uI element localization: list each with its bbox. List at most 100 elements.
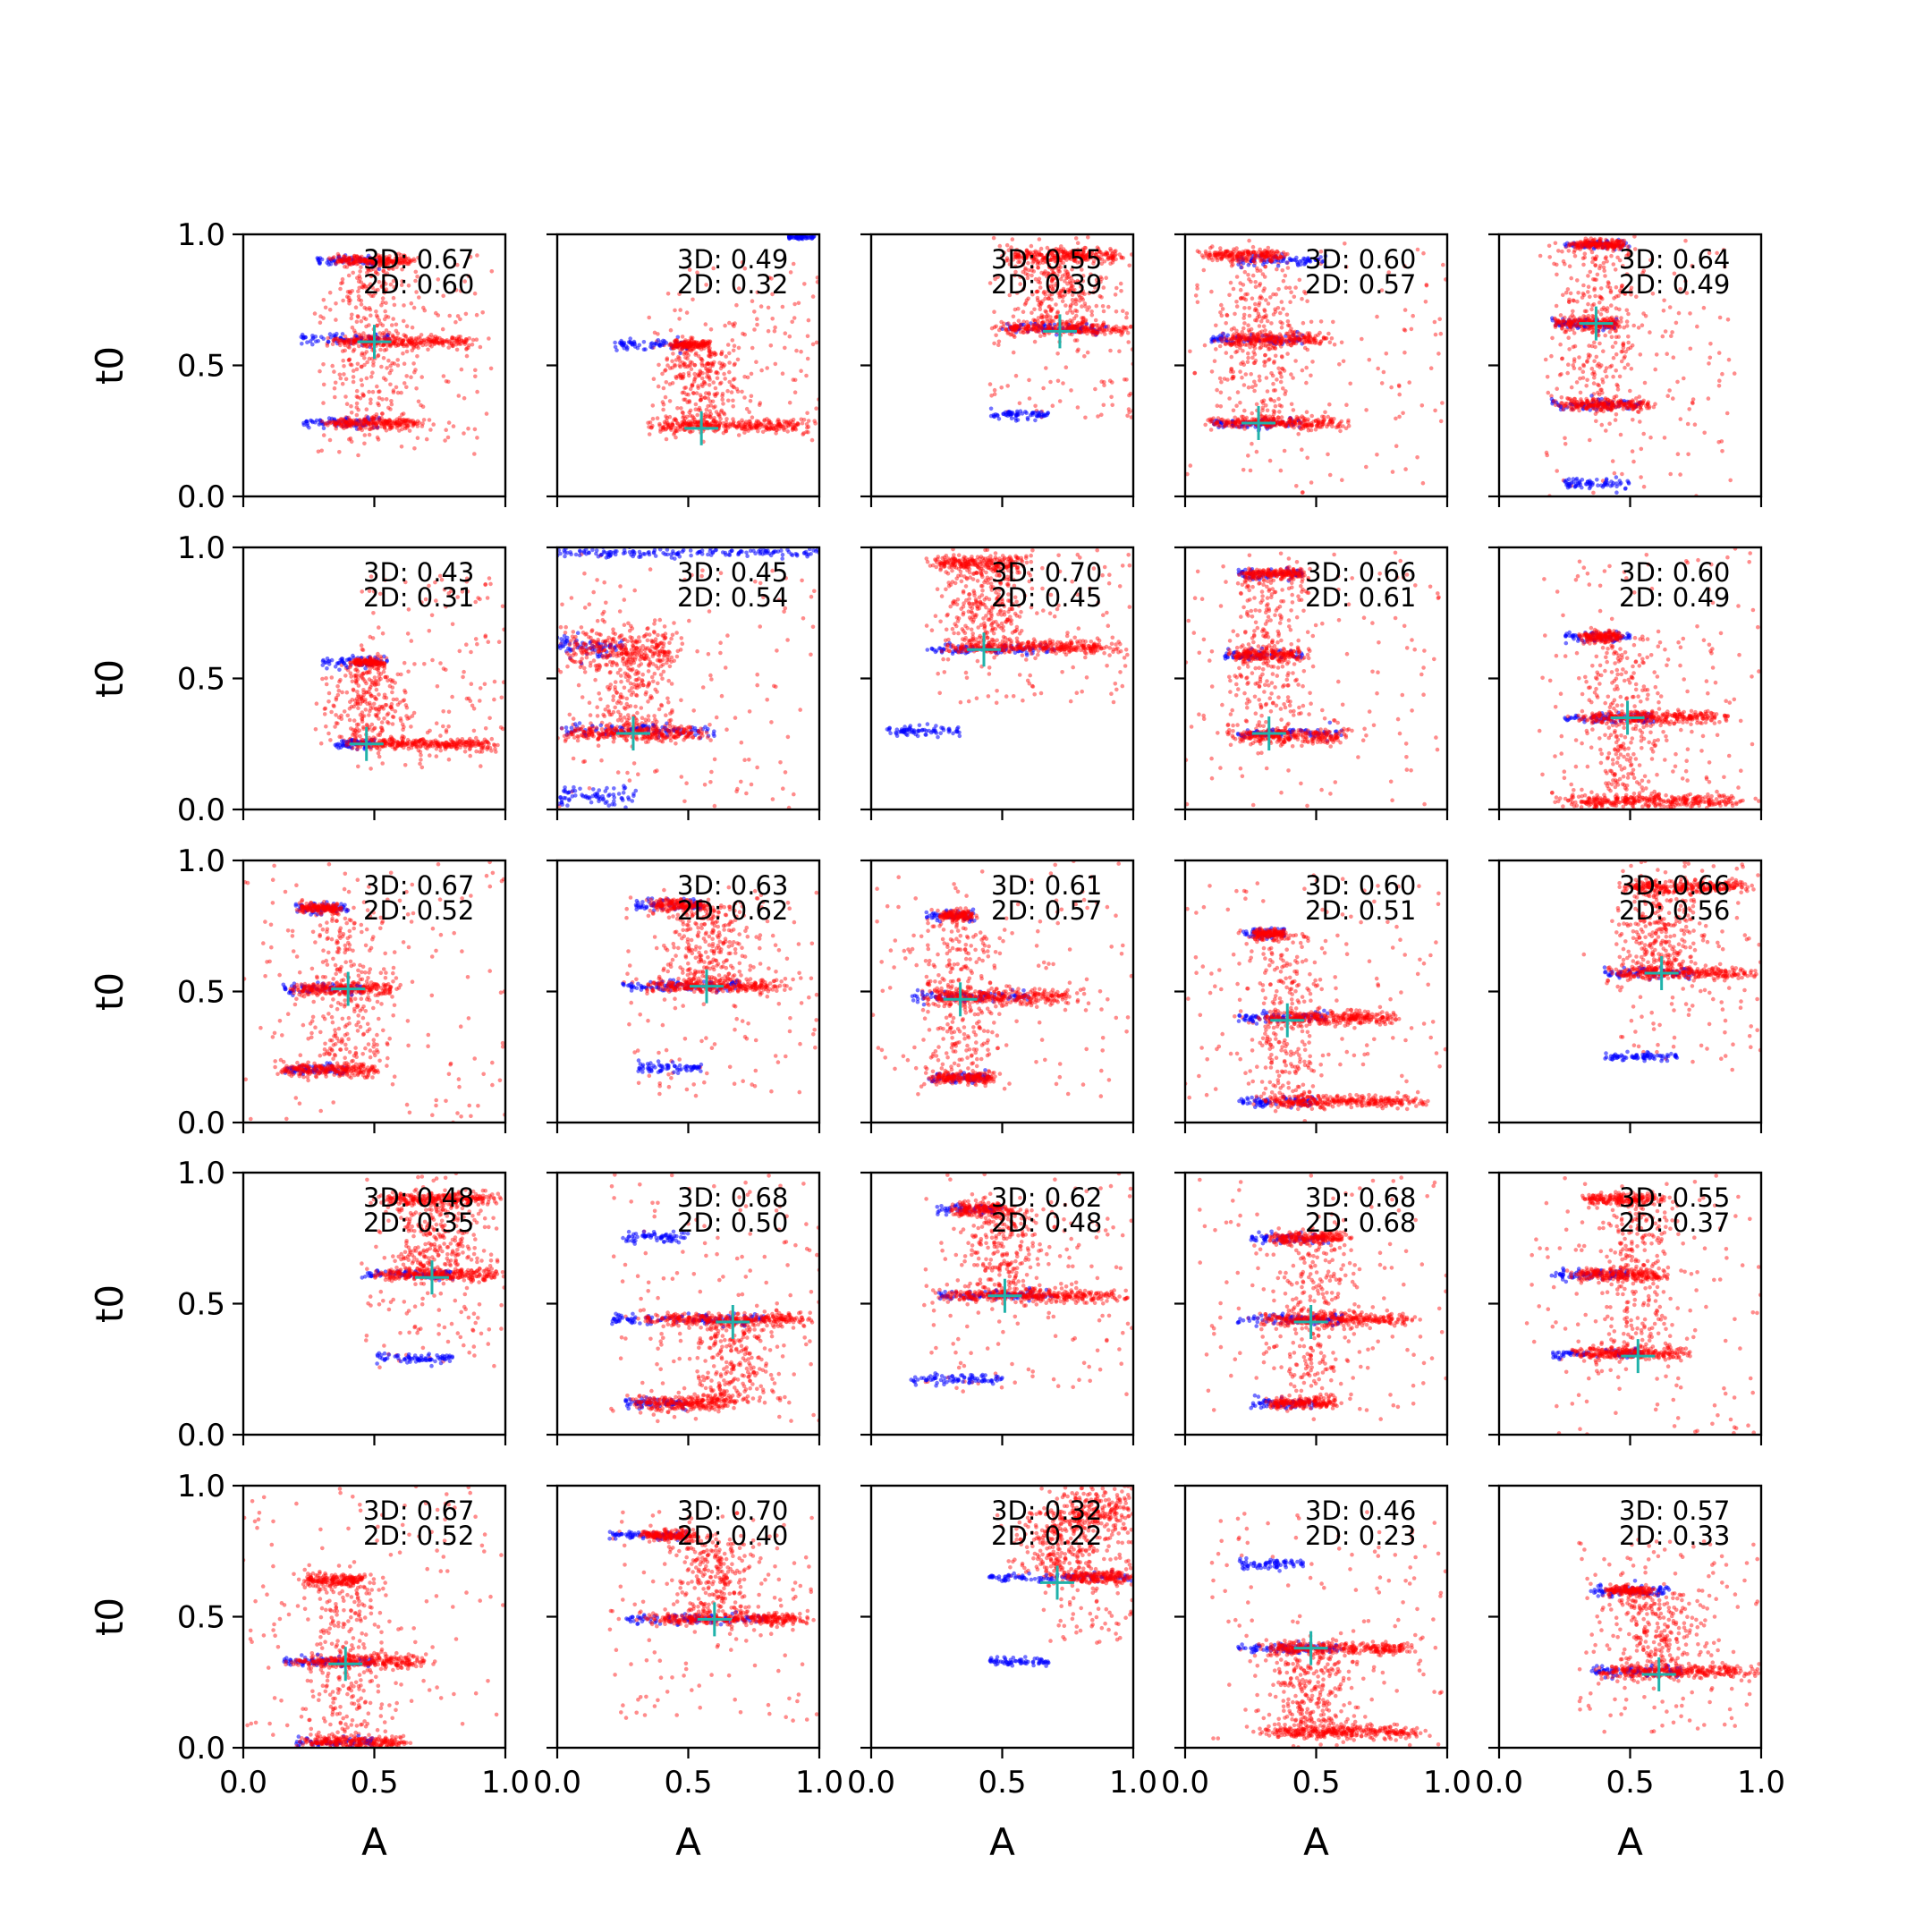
red-point bbox=[384, 262, 389, 267]
red-point bbox=[1070, 292, 1075, 298]
red-point bbox=[1248, 254, 1253, 258]
red-point bbox=[673, 308, 677, 313]
red-point bbox=[459, 367, 464, 372]
blue-point bbox=[1252, 335, 1257, 341]
red-point bbox=[409, 301, 414, 306]
red-point bbox=[451, 343, 456, 349]
red-point bbox=[376, 253, 381, 258]
red-point bbox=[1238, 400, 1242, 405]
red-point bbox=[682, 419, 686, 424]
red-point bbox=[782, 422, 786, 428]
red-point bbox=[804, 373, 809, 378]
red-point bbox=[672, 343, 677, 348]
red-point bbox=[396, 420, 402, 426]
red-point bbox=[1042, 255, 1046, 260]
red-point bbox=[363, 425, 368, 430]
red-point bbox=[392, 339, 397, 344]
red-point bbox=[1252, 379, 1257, 385]
red-point bbox=[464, 346, 470, 351]
red-point bbox=[1216, 416, 1221, 420]
red-point bbox=[676, 343, 681, 348]
red-point bbox=[692, 377, 697, 382]
red-point bbox=[999, 319, 1004, 325]
red-point bbox=[1012, 333, 1016, 338]
red-point bbox=[1224, 249, 1229, 254]
red-point bbox=[1013, 269, 1018, 275]
red-point bbox=[1258, 282, 1263, 286]
red-point bbox=[1229, 250, 1233, 256]
red-point bbox=[369, 397, 373, 402]
red-point bbox=[809, 437, 815, 443]
red-point bbox=[1260, 316, 1265, 320]
red-point bbox=[402, 420, 407, 426]
red-point bbox=[1096, 256, 1101, 260]
red-point bbox=[1720, 449, 1724, 453]
red-point bbox=[1289, 290, 1293, 295]
red-point bbox=[1321, 419, 1326, 424]
red-point bbox=[668, 426, 673, 431]
red-point bbox=[675, 345, 680, 350]
red-point bbox=[696, 342, 701, 347]
red-point bbox=[731, 398, 735, 403]
red-point bbox=[1080, 274, 1086, 278]
red-point bbox=[1327, 402, 1332, 407]
red-point bbox=[1287, 323, 1292, 328]
red-point bbox=[381, 419, 386, 425]
red-point bbox=[755, 423, 760, 428]
blue-point bbox=[993, 412, 998, 417]
blue-point bbox=[1264, 416, 1268, 421]
red-point bbox=[383, 309, 388, 314]
blue-point bbox=[343, 417, 348, 421]
blue-point bbox=[1013, 419, 1019, 423]
red-point bbox=[1238, 345, 1242, 351]
red-point bbox=[389, 258, 394, 264]
red-point bbox=[381, 261, 386, 266]
blue-point bbox=[1285, 424, 1291, 428]
red-point bbox=[1086, 326, 1091, 331]
red-point bbox=[656, 332, 660, 336]
blue-point bbox=[360, 343, 365, 348]
red-point bbox=[357, 257, 362, 262]
red-point bbox=[1268, 252, 1274, 258]
red-point bbox=[400, 279, 404, 284]
red-point bbox=[1216, 255, 1221, 260]
red-point bbox=[1278, 422, 1283, 427]
red-point bbox=[1072, 287, 1077, 292]
red-point bbox=[1284, 340, 1289, 344]
red-point bbox=[459, 342, 463, 346]
red-point bbox=[1071, 284, 1075, 289]
red-point bbox=[1055, 256, 1061, 260]
red-point bbox=[789, 419, 793, 423]
blue-point bbox=[340, 332, 345, 336]
red-point bbox=[426, 339, 431, 344]
red-point bbox=[1234, 254, 1240, 258]
red-point bbox=[328, 257, 334, 262]
red-point bbox=[1208, 428, 1214, 432]
red-point bbox=[384, 260, 389, 266]
red-point bbox=[1237, 425, 1241, 429]
red-point bbox=[1229, 337, 1233, 342]
red-point bbox=[1218, 246, 1223, 250]
red-point bbox=[409, 335, 414, 341]
red-point bbox=[1114, 257, 1118, 262]
red-point bbox=[1036, 327, 1041, 333]
red-point bbox=[389, 399, 394, 403]
red-point bbox=[1265, 254, 1270, 259]
red-point bbox=[1050, 253, 1055, 258]
red-point bbox=[434, 338, 438, 343]
red-point bbox=[1021, 287, 1026, 292]
red-point bbox=[1305, 455, 1309, 461]
red-point bbox=[1233, 342, 1237, 347]
red-point bbox=[1609, 253, 1614, 258]
red-point bbox=[1012, 326, 1017, 332]
red-point bbox=[1331, 319, 1335, 325]
red-point bbox=[1126, 407, 1131, 411]
red-point bbox=[354, 319, 360, 325]
red-point bbox=[1321, 419, 1326, 423]
red-point bbox=[1327, 419, 1333, 425]
red-point bbox=[377, 258, 382, 263]
red-point bbox=[456, 336, 462, 342]
red-point bbox=[1259, 329, 1265, 335]
blue-point bbox=[1224, 338, 1228, 343]
red-point bbox=[392, 420, 397, 425]
